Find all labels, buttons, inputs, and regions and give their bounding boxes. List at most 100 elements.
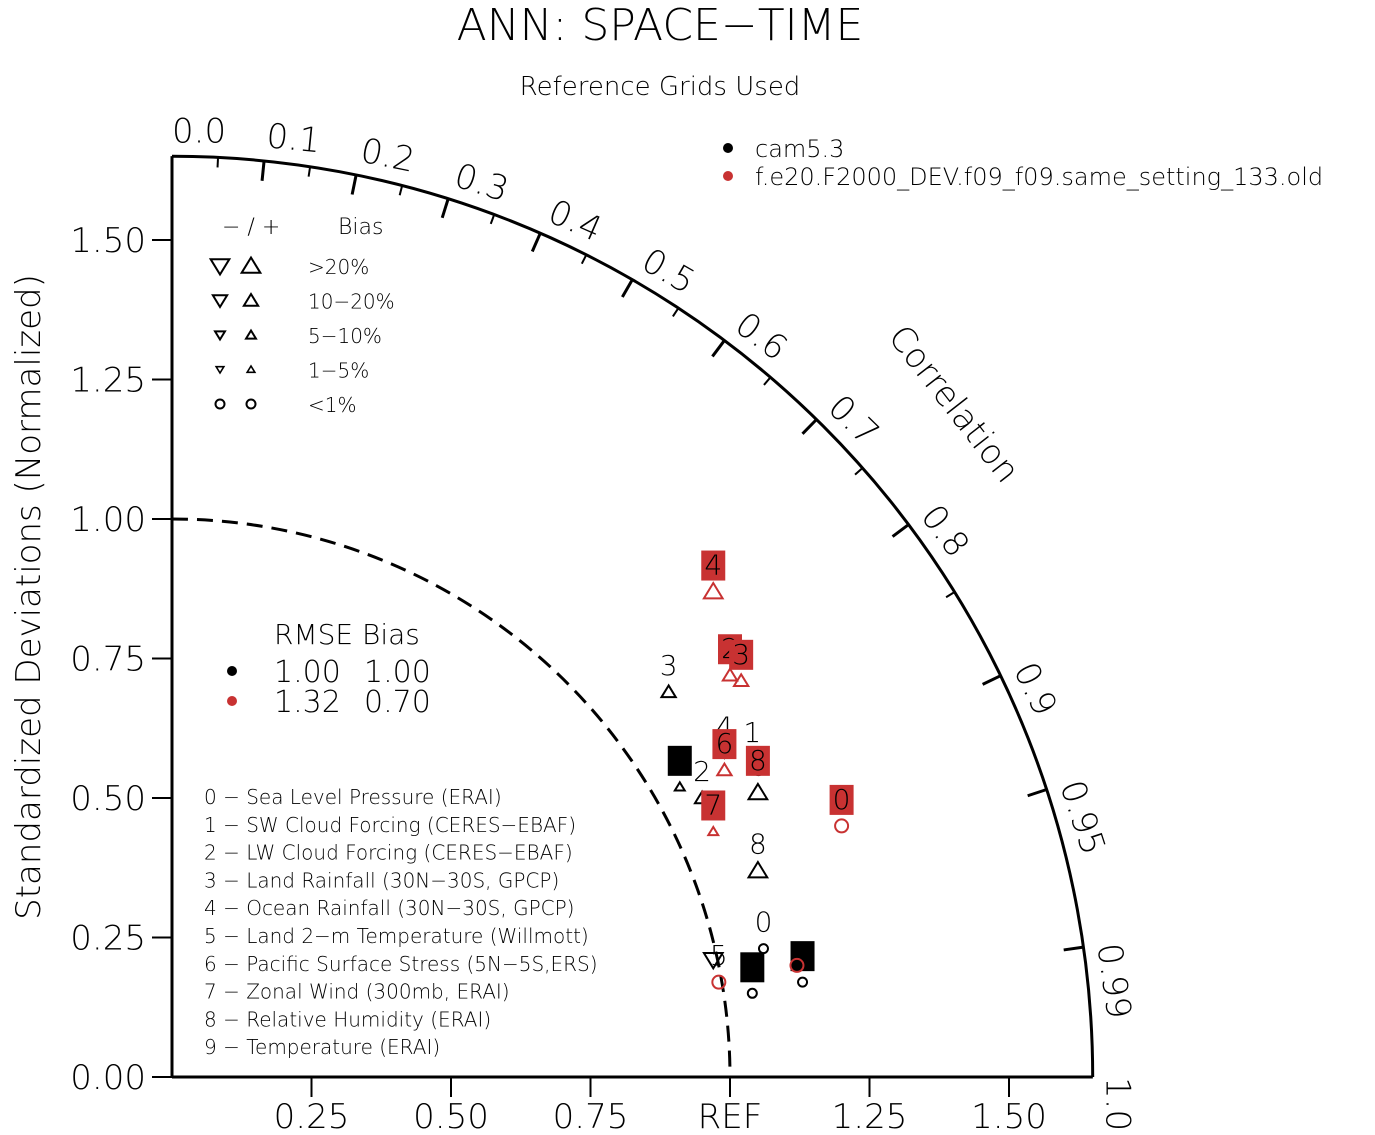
data-point-label: 5: [710, 939, 728, 972]
data-label-box: [729, 639, 754, 670]
correlation-tick-label: 0.8: [913, 498, 977, 565]
data-point-label: 8: [749, 828, 767, 861]
bias-legend-label: >20%: [308, 255, 369, 279]
correlation-tick: [1027, 788, 1048, 798]
correlation-tick-label: 0.5: [635, 241, 702, 303]
variable-item: 0 − Sea Level Pressure (ERAI): [204, 785, 502, 809]
variable-item: 3 − Land Rainfall (30N−30S, GPCP): [204, 868, 559, 892]
rmse-value: 1.32: [274, 685, 341, 720]
correlation-tick-label: 0.9: [1005, 656, 1065, 722]
variable-item: 6 − Pacific Surface Stress (5N−5S,ERS): [204, 952, 598, 976]
series-legend: cam5.3f.e20.F2000_DEV.f09_f09.same_setti…: [723, 135, 1323, 191]
marker-circle: [746, 987, 758, 999]
correlation-tick: [307, 166, 312, 177]
marker-triangle-up: [702, 581, 725, 600]
data-label-box: [712, 729, 737, 760]
rmse-legend-dot: [227, 696, 237, 706]
marker-triangle-up: [239, 255, 263, 274]
data-label-box: [740, 952, 765, 983]
correlation-tick: [489, 214, 496, 225]
correlation-tick: [1063, 945, 1084, 952]
bias-value: 0.70: [364, 685, 431, 720]
variable-item: 5 − Land 2−m Temperature (Willmott): [204, 924, 589, 948]
marker-triangle-up: [746, 860, 770, 879]
bias-legend-label: <1%: [308, 393, 357, 417]
marker-circle: [834, 818, 850, 834]
data-point-label: 8: [749, 744, 767, 777]
y-axis-label: Standardized Deviations (Normalized): [9, 274, 49, 920]
correlation-tick: [854, 467, 864, 476]
data-point-label: 9: [794, 939, 812, 972]
data-point-label: 5: [743, 950, 761, 983]
data-point-label: 3: [732, 638, 750, 671]
marker-triangle-down: [208, 258, 232, 277]
data-point-label: 3: [660, 649, 678, 682]
correlation-tick-label: 0.95: [1051, 775, 1113, 859]
marker-circle: [711, 974, 727, 990]
correlation-tick-label: 0.7: [820, 387, 887, 453]
series-legend-dot: [723, 171, 733, 181]
correlation-tick-label: 0.4: [542, 192, 608, 250]
x-tick-label: 0.75: [553, 1097, 629, 1135]
variable-item: 8 − Relative Humidity (ERAI): [204, 1007, 491, 1031]
correlation-tick: [981, 674, 1002, 686]
marker-circle: [245, 398, 257, 410]
correlation-tick: [672, 307, 680, 317]
correlation-tick: [945, 591, 956, 599]
correlation-tick: [763, 376, 772, 386]
marker-triangle-up: [732, 672, 751, 688]
marker-triangle-up: [721, 666, 739, 682]
marker-triangle-down: [702, 952, 725, 971]
series-legend-dot: [723, 143, 733, 153]
correlation-tick: [398, 185, 404, 196]
y-tick-label: 0.00: [70, 1058, 146, 1098]
data-point-label: 0: [755, 906, 773, 939]
marker-circle: [789, 957, 805, 973]
marker-triangle-up: [706, 825, 720, 837]
correlation-tick: [440, 198, 450, 219]
rmse-bias-header: RMSE Bias: [274, 618, 420, 651]
series-legend-label: f.e20.F2000_DEV.f09_f09.same_setting_133…: [755, 163, 1323, 191]
y-tick-label: 0.75: [70, 640, 146, 680]
bias-legend-marker: [214, 365, 226, 375]
correlation-tick: [260, 160, 266, 181]
marker-triangle-up: [244, 328, 258, 340]
data-label-box: [829, 784, 854, 815]
data-point-label: 2: [693, 755, 711, 788]
data-point-label: 0: [833, 783, 851, 816]
correlation-tick: [801, 418, 818, 435]
correlation-tick: [580, 254, 588, 265]
correlation-tick: [350, 174, 358, 195]
y-tick-label: 1.25: [70, 361, 146, 401]
bias-legend-label: 1−5%: [308, 359, 369, 383]
data-label-box: [745, 745, 770, 776]
marker-triangle-up: [715, 761, 734, 777]
marker-triangle-up: [746, 782, 770, 801]
marker-circle: [214, 398, 226, 410]
correlation-tick-label: 0.1: [265, 116, 323, 161]
data-point-label: 1: [671, 744, 689, 777]
correlation-tick: [711, 339, 726, 358]
marker-triangle-down: [211, 294, 229, 309]
bias-legend-header: Bias: [338, 215, 383, 240]
bias-legend-label: 5−10%: [308, 324, 382, 348]
bias-value: 1.00: [364, 655, 431, 690]
variable-item: 4 − Ocean Rainfall (30N−30S, GPCP): [204, 896, 574, 920]
x-tick-label: 0.25: [274, 1097, 350, 1135]
marker-triangle-up: [673, 780, 687, 792]
correlation-tick-label: 0.99: [1088, 941, 1138, 1022]
y-tick-label: 0.25: [70, 919, 146, 959]
variable-item: 9 − Temperature (ERAI): [204, 1035, 440, 1059]
bias-legend-label: 10−20%: [308, 290, 395, 314]
series-legend-label: cam5.3: [755, 135, 844, 163]
data-points: 012345689012345678: [659, 549, 854, 999]
data-label-box: [701, 550, 726, 581]
correlation-tick: [530, 232, 542, 253]
x-tick-label: 0.50: [413, 1097, 489, 1135]
chart-subtitle: Reference Grids Used: [520, 72, 801, 102]
variable-list: 0 − Sea Level Pressure (ERAI) 1 − SW Clou…: [204, 785, 598, 1059]
correlation-tick: [891, 523, 910, 538]
variable-item: 7 − Zonal Wind (300mb, ERAI): [204, 980, 510, 1004]
